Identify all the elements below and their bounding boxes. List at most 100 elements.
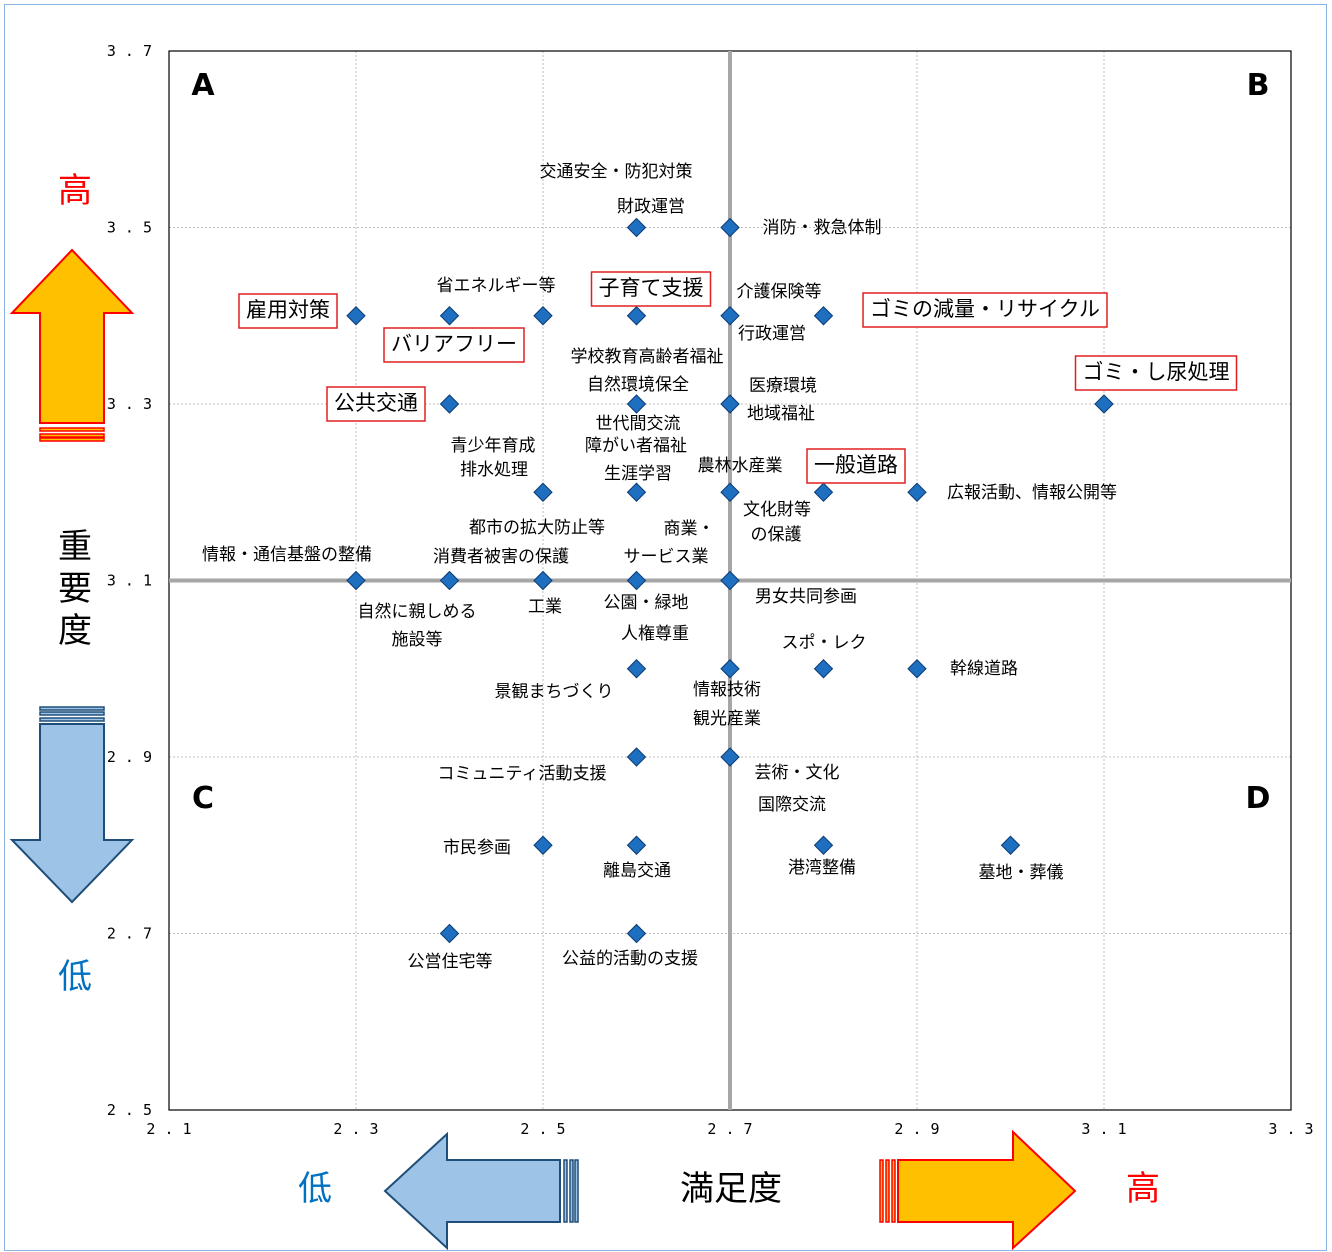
annotation-label: 消防・救急体制 bbox=[763, 218, 882, 238]
quadrant-c-label: C bbox=[192, 781, 214, 816]
annotation-label: コミュニティ活動支援 bbox=[438, 764, 607, 784]
right-arrow-icon bbox=[898, 1132, 1075, 1248]
x-tick-label: 2 . 1 bbox=[146, 1120, 191, 1138]
annotation-label: 広報活動、情報公開等 bbox=[947, 483, 1117, 503]
annotation-label: の保護 bbox=[751, 525, 802, 545]
down-arrow-stripe bbox=[40, 707, 104, 710]
data-point bbox=[721, 660, 739, 678]
right-arrow-stripe bbox=[886, 1160, 889, 1222]
left-arrow-stripe bbox=[564, 1160, 567, 1222]
annotation-label: 公共交通 bbox=[334, 391, 418, 415]
annotation-label: 青少年育成 bbox=[451, 436, 536, 456]
data-point bbox=[628, 219, 646, 237]
annotation-label: 離島交通 bbox=[603, 861, 671, 881]
annotation-label: ゴミの減量・リサイクル bbox=[870, 297, 1100, 321]
annotation-label: 農林水産業 bbox=[698, 456, 783, 476]
data-point bbox=[628, 660, 646, 678]
annotation-label: 市民参画 bbox=[443, 838, 511, 858]
data-point bbox=[628, 836, 646, 854]
quadrant-b-label: B bbox=[1247, 68, 1270, 103]
data-point bbox=[534, 307, 552, 325]
left-arrow-stripe bbox=[570, 1160, 573, 1222]
annotation-label: 地域福祉 bbox=[747, 404, 815, 424]
up-arrow-stripe bbox=[40, 428, 104, 431]
right-arrow-stripe bbox=[892, 1160, 895, 1222]
y-low-label: 低 bbox=[58, 957, 92, 997]
data-point bbox=[815, 483, 833, 501]
annotation-label: サービス業 bbox=[624, 547, 709, 567]
annotation-label: 公営住宅等 bbox=[408, 952, 493, 972]
data-point bbox=[815, 836, 833, 854]
annotation-label: 芸術・文化 bbox=[755, 763, 840, 783]
left-arrow-stripe bbox=[575, 1160, 578, 1222]
y-tick-label: 3 . 3 bbox=[107, 395, 152, 413]
annotation-label: 都市の拡大防止等 bbox=[469, 518, 605, 538]
up-arrow-stripe bbox=[40, 434, 104, 437]
up-arrow-stripe bbox=[40, 438, 104, 441]
y-tick-label: 2 . 9 bbox=[107, 748, 152, 766]
annotation-label: 自然環境保全 bbox=[587, 375, 689, 395]
annotation-label: 介護保険等 bbox=[737, 282, 822, 302]
data-point bbox=[628, 572, 646, 590]
annotation-label: 財政運営 bbox=[617, 197, 685, 217]
annotation-label: 観光産業 bbox=[693, 709, 761, 729]
x-low-label: 低 bbox=[298, 1169, 332, 1209]
y-tick-label: 3 . 7 bbox=[107, 42, 152, 60]
annotation-label: 国際交流 bbox=[758, 795, 826, 815]
y-high-label: 高 bbox=[58, 171, 92, 211]
annotation-label: 自然に親しめる bbox=[358, 602, 477, 622]
y-axis-label-char-1: 重 bbox=[58, 527, 92, 567]
data-point bbox=[721, 572, 739, 590]
data-point bbox=[441, 395, 459, 413]
down-arrow-stripe bbox=[40, 712, 104, 715]
data-point bbox=[815, 307, 833, 325]
data-point bbox=[534, 836, 552, 854]
data-point bbox=[628, 748, 646, 766]
x-tick-label: 2 . 7 bbox=[707, 1120, 752, 1138]
down-arrow-stripe bbox=[40, 718, 104, 721]
data-point bbox=[721, 219, 739, 237]
data-point bbox=[628, 307, 646, 325]
annotation-label: 学校教育高齢者福祉 bbox=[571, 347, 724, 367]
data-point bbox=[1095, 395, 1113, 413]
annotation-label: 一般道路 bbox=[814, 453, 898, 477]
annotation-label: スポ・レク bbox=[782, 633, 867, 653]
data-point bbox=[441, 307, 459, 325]
annotation-label: 雇用対策 bbox=[246, 298, 330, 322]
right-arrow-stripe bbox=[880, 1160, 883, 1222]
data-point bbox=[908, 660, 926, 678]
annotation-label: 子育て支援 bbox=[599, 276, 704, 300]
annotation-label: 医療環境 bbox=[749, 376, 817, 396]
annotation-label: 景観まちづくり bbox=[495, 682, 614, 702]
left-arrow-icon bbox=[385, 1134, 560, 1248]
annotation-label: 幹線道路 bbox=[950, 658, 1018, 679]
annotation-label: バリアフリー bbox=[391, 332, 517, 356]
x-tick-label: 3 . 3 bbox=[1268, 1120, 1313, 1138]
annotation-label: 情報技術 bbox=[693, 680, 761, 700]
annotation-label: 施設等 bbox=[392, 630, 443, 650]
annotation-label: 公益的活動の支援 bbox=[562, 949, 698, 969]
annotation-label: 人権尊重 bbox=[621, 624, 689, 644]
data-point bbox=[721, 483, 739, 501]
annotation-label: 世代間交流 bbox=[596, 414, 681, 434]
annotation-label: 公園・緑地 bbox=[604, 593, 689, 613]
x-axis-label: 満足度 bbox=[680, 1169, 782, 1209]
annotation-label: 墓地・葬儀 bbox=[979, 863, 1064, 883]
data-point bbox=[721, 307, 739, 325]
data-point bbox=[534, 483, 552, 501]
x-tick-label: 2 . 9 bbox=[894, 1120, 939, 1138]
annotation-label: 省エネルギー等 bbox=[437, 276, 556, 296]
data-point bbox=[628, 925, 646, 943]
annotation-label: 生涯学習 bbox=[604, 464, 672, 484]
data-point bbox=[628, 395, 646, 413]
annotation-label: 商業・ bbox=[664, 519, 715, 539]
annotation-label: ゴミ・し尿処理 bbox=[1083, 360, 1230, 384]
annotation-label: 排水処理 bbox=[460, 460, 528, 480]
y-tick-label: 2 . 7 bbox=[107, 925, 152, 943]
annotation-label: 行政運営 bbox=[738, 324, 806, 344]
data-point bbox=[347, 572, 365, 590]
data-point bbox=[441, 925, 459, 943]
annotation-label: 交通安全・防犯対策 bbox=[540, 162, 693, 182]
data-point bbox=[908, 483, 926, 501]
